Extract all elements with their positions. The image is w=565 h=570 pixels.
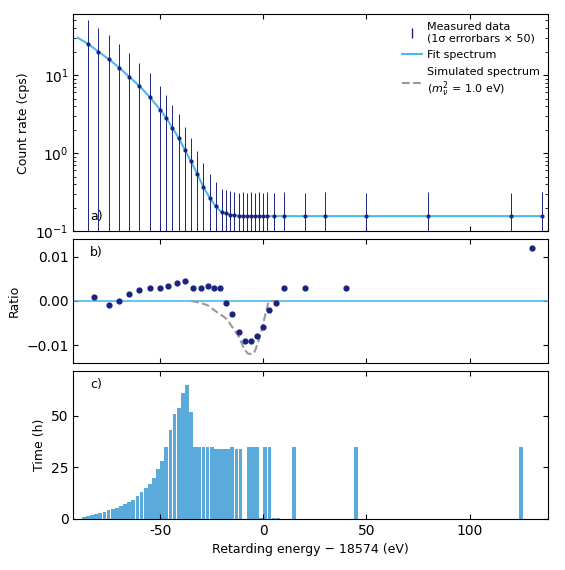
Point xyxy=(265,306,274,315)
Bar xyxy=(111,510,115,519)
Bar xyxy=(140,492,144,519)
Bar xyxy=(82,516,86,519)
Point xyxy=(155,283,164,292)
Bar xyxy=(152,478,156,519)
Bar xyxy=(292,447,296,519)
Legend: Measured data
(1σ errorbars × 50), Fit spectrum, Simulated spectrum
($m_\nu^2$ =: Measured data (1σ errorbars × 50), Fit s… xyxy=(397,18,545,104)
Bar xyxy=(272,518,276,519)
Text: b): b) xyxy=(90,246,103,259)
Bar xyxy=(202,447,205,519)
Bar xyxy=(268,447,271,519)
Text: a): a) xyxy=(90,210,103,223)
Bar xyxy=(181,393,185,519)
Bar xyxy=(132,500,135,519)
Bar xyxy=(123,504,127,519)
Point xyxy=(125,290,134,299)
Bar xyxy=(234,449,238,519)
Point xyxy=(203,281,212,290)
Bar xyxy=(231,447,234,519)
Bar xyxy=(177,408,181,519)
Point xyxy=(164,281,173,290)
Bar xyxy=(210,447,214,519)
Point xyxy=(180,276,189,286)
Bar xyxy=(173,414,176,519)
Bar xyxy=(197,447,201,519)
Bar xyxy=(164,447,168,519)
Point xyxy=(90,292,99,301)
Bar xyxy=(98,512,102,519)
Bar xyxy=(107,511,110,519)
Y-axis label: Ratio: Ratio xyxy=(8,285,21,317)
Bar xyxy=(90,515,94,519)
Point xyxy=(135,286,144,295)
Bar xyxy=(94,514,98,519)
Point xyxy=(114,296,123,306)
Point xyxy=(259,323,268,332)
Bar xyxy=(127,502,131,519)
Bar xyxy=(222,449,226,519)
Bar xyxy=(206,447,210,519)
Bar xyxy=(119,506,123,519)
Bar xyxy=(160,461,164,519)
Point xyxy=(145,283,154,292)
Bar xyxy=(239,449,242,519)
Bar xyxy=(136,496,140,519)
Point xyxy=(209,283,218,292)
Point xyxy=(104,301,113,310)
Bar xyxy=(218,449,222,519)
Bar xyxy=(189,412,193,519)
Bar xyxy=(86,516,90,519)
Bar xyxy=(227,449,230,519)
Bar xyxy=(193,447,197,519)
Point xyxy=(253,332,262,341)
Point xyxy=(215,283,224,292)
Point xyxy=(234,327,243,336)
Bar xyxy=(144,488,147,519)
Point xyxy=(172,279,181,288)
Bar xyxy=(168,430,172,519)
Bar xyxy=(214,449,218,519)
Bar xyxy=(185,385,189,519)
Point xyxy=(197,283,206,292)
Point xyxy=(341,283,350,292)
Point xyxy=(527,243,536,253)
Bar xyxy=(276,518,280,519)
Point xyxy=(280,283,289,292)
Bar xyxy=(354,447,358,519)
Bar xyxy=(247,447,251,519)
Bar xyxy=(519,447,523,519)
Bar xyxy=(251,447,255,519)
Bar xyxy=(259,518,263,519)
Point xyxy=(271,299,280,308)
Point xyxy=(300,283,309,292)
X-axis label: Retarding energy − 18574 (eV): Retarding energy − 18574 (eV) xyxy=(212,543,409,556)
Bar xyxy=(115,508,119,519)
Text: c): c) xyxy=(90,378,102,391)
Point xyxy=(189,283,198,292)
Point xyxy=(240,336,249,345)
Y-axis label: Count rate (cps): Count rate (cps) xyxy=(17,72,30,173)
Bar xyxy=(102,511,106,519)
Point xyxy=(246,336,255,345)
Bar xyxy=(156,469,160,519)
Point xyxy=(221,299,231,308)
Point xyxy=(228,310,237,319)
Bar xyxy=(255,447,259,519)
Y-axis label: Time (h): Time (h) xyxy=(33,418,46,471)
Bar xyxy=(148,484,151,519)
Bar xyxy=(263,447,267,519)
